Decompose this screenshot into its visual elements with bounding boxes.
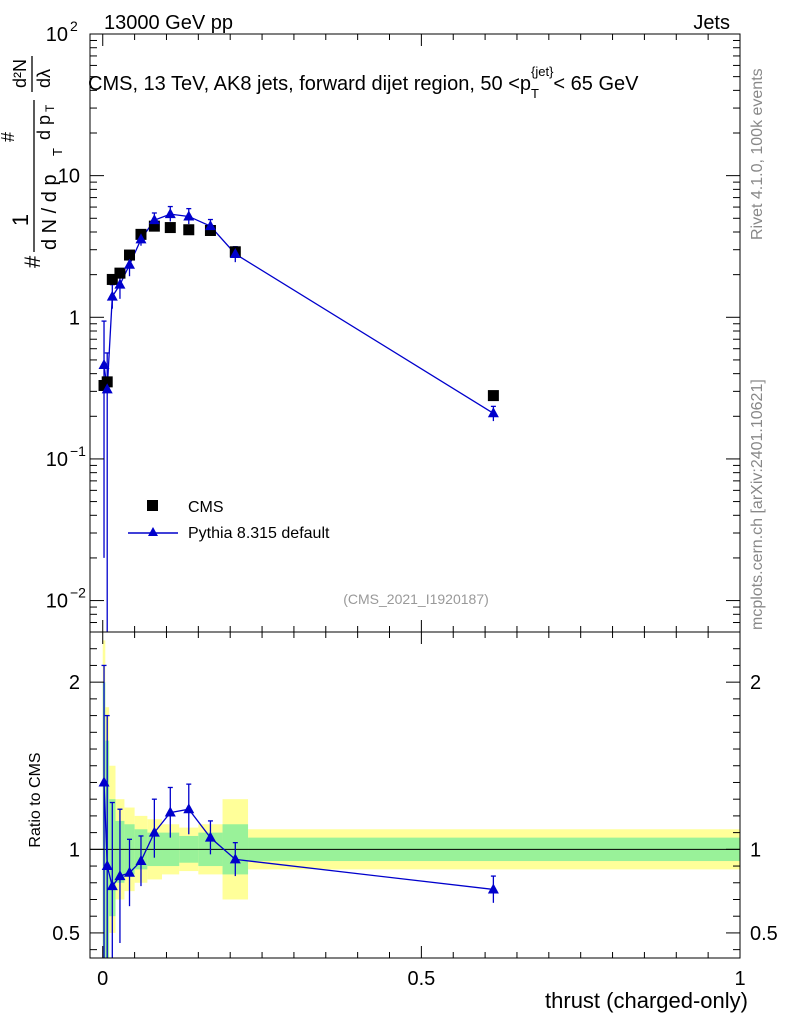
ratio-mc-point: [164, 806, 176, 817]
ratio-axis-ticks: 0 0.5 1 2 2 1 1 0.5 0.5: [52, 632, 778, 990]
legend-cms-marker: [147, 500, 158, 511]
svg-text:dλ: dλ: [34, 69, 54, 88]
svg-text:#: #: [0, 132, 18, 142]
ratio-y-tick-label-right: 1: [750, 839, 761, 861]
mc-data-point: [164, 208, 176, 219]
mc-data-point: [101, 383, 113, 394]
mc-data-point: [114, 278, 126, 289]
mc-data-point: [135, 233, 147, 244]
x-axis-label: thrust (charged-only): [545, 988, 748, 1013]
ratio-y-tick-label-right: 0.5: [750, 923, 778, 945]
svg-text:T: T: [43, 104, 57, 112]
svg-text:1: 1: [8, 214, 33, 226]
analysis-watermark: (CMS_2021_I1920187): [343, 591, 489, 607]
ratio-mc-point: [229, 853, 241, 864]
cms-data-point: [487, 390, 499, 402]
svg-text:d p: d p: [34, 115, 54, 140]
x-tick-label: 0.5: [407, 968, 435, 990]
ratio-mc-point: [106, 880, 118, 891]
ratio-y-tick-label: 1: [69, 839, 80, 861]
svg-text:#: #: [20, 255, 45, 268]
mc-data-point: [106, 290, 118, 301]
mc-line: [103, 213, 494, 414]
main-y-tick-label: 10: [58, 166, 80, 188]
ratio-mc-point: [183, 803, 195, 814]
cms-data-point: [106, 273, 118, 285]
mc-data-point: [487, 407, 499, 418]
cms-data-point: [114, 267, 126, 279]
legend-mc-label: Pythia 8.315 default: [188, 525, 330, 542]
cms-data-point: [148, 220, 160, 232]
main-title: CMS, 13 TeV, AK8 jets, forward dijet reg…: [88, 64, 639, 101]
ratio-y-tick-label: 2: [69, 672, 80, 694]
ratio-mc-point: [135, 855, 147, 866]
cms-data-point: [183, 224, 195, 236]
main-plot-area: [98, 205, 499, 632]
ratio-mc-point: [148, 826, 160, 837]
cms-data-point: [124, 249, 136, 261]
cms-data-point: [164, 222, 176, 234]
ratio-mc-point: [114, 870, 126, 881]
legend-mc-marker: [148, 527, 158, 536]
main-y-tick-label: 10: [46, 449, 68, 471]
mc-data-point: [204, 220, 216, 231]
main-y-tick-exponent: 2: [70, 18, 78, 34]
ratio-y-tick-label: 0.5: [52, 923, 80, 945]
mc-data-point: [183, 210, 195, 221]
main-y-tick-exponent: −1: [70, 443, 86, 459]
x-tick-label: 0: [97, 968, 108, 990]
main-y-axis-label: # 1 d N / d p T # d p T d²N dλ: [0, 56, 65, 268]
mc-data-point: [229, 247, 241, 258]
header-energy: 13000 GeV pp: [104, 12, 233, 34]
main-frame: [89, 33, 741, 633]
mcplots-url-label: mcplots.cern.ch [arXiv:2401.10621]: [749, 379, 766, 630]
ratio-mc-point: [101, 860, 113, 871]
ratio-frame: [89, 631, 741, 959]
ratio-mc-point: [124, 866, 136, 877]
cms-data-point: [101, 376, 113, 388]
ratio-mc-point: [204, 831, 216, 842]
x-tick-label: 1: [734, 968, 745, 990]
svg-text:d²N: d²N: [10, 59, 30, 88]
main-y-tick-label: 1: [69, 307, 80, 329]
legend: CMS Pythia 8.315 default: [128, 499, 330, 542]
legend-cms-label: CMS: [188, 499, 224, 516]
mc-data-point: [124, 258, 136, 269]
cms-data-point: [204, 224, 216, 236]
svg-text:T: T: [50, 148, 65, 156]
svg-text:d N / d p: d N / d p: [39, 174, 61, 250]
ratio-mc-point: [487, 883, 499, 894]
rivet-version-label: Rivet 4.1.0, 100k events: [749, 68, 766, 240]
mc-data-point: [148, 214, 160, 225]
ratio-panel: 0 0.5 1 2 2 1 1 0.5 0.5 Ratio to CMS thrust (cha…: [27, 631, 778, 1013]
ratio-y-tick-label-right: 2: [750, 672, 761, 694]
header-process: Jets: [693, 12, 730, 34]
ratio-plot-area: [90, 640, 740, 958]
main-y-tick-label: 10: [46, 591, 68, 613]
main-y-tick-label: 10: [46, 24, 68, 46]
main-y-tick-exponent: −2: [70, 585, 86, 601]
ratio-y-axis-label: Ratio to CMS: [27, 752, 44, 847]
mc-data-point: [98, 359, 110, 370]
